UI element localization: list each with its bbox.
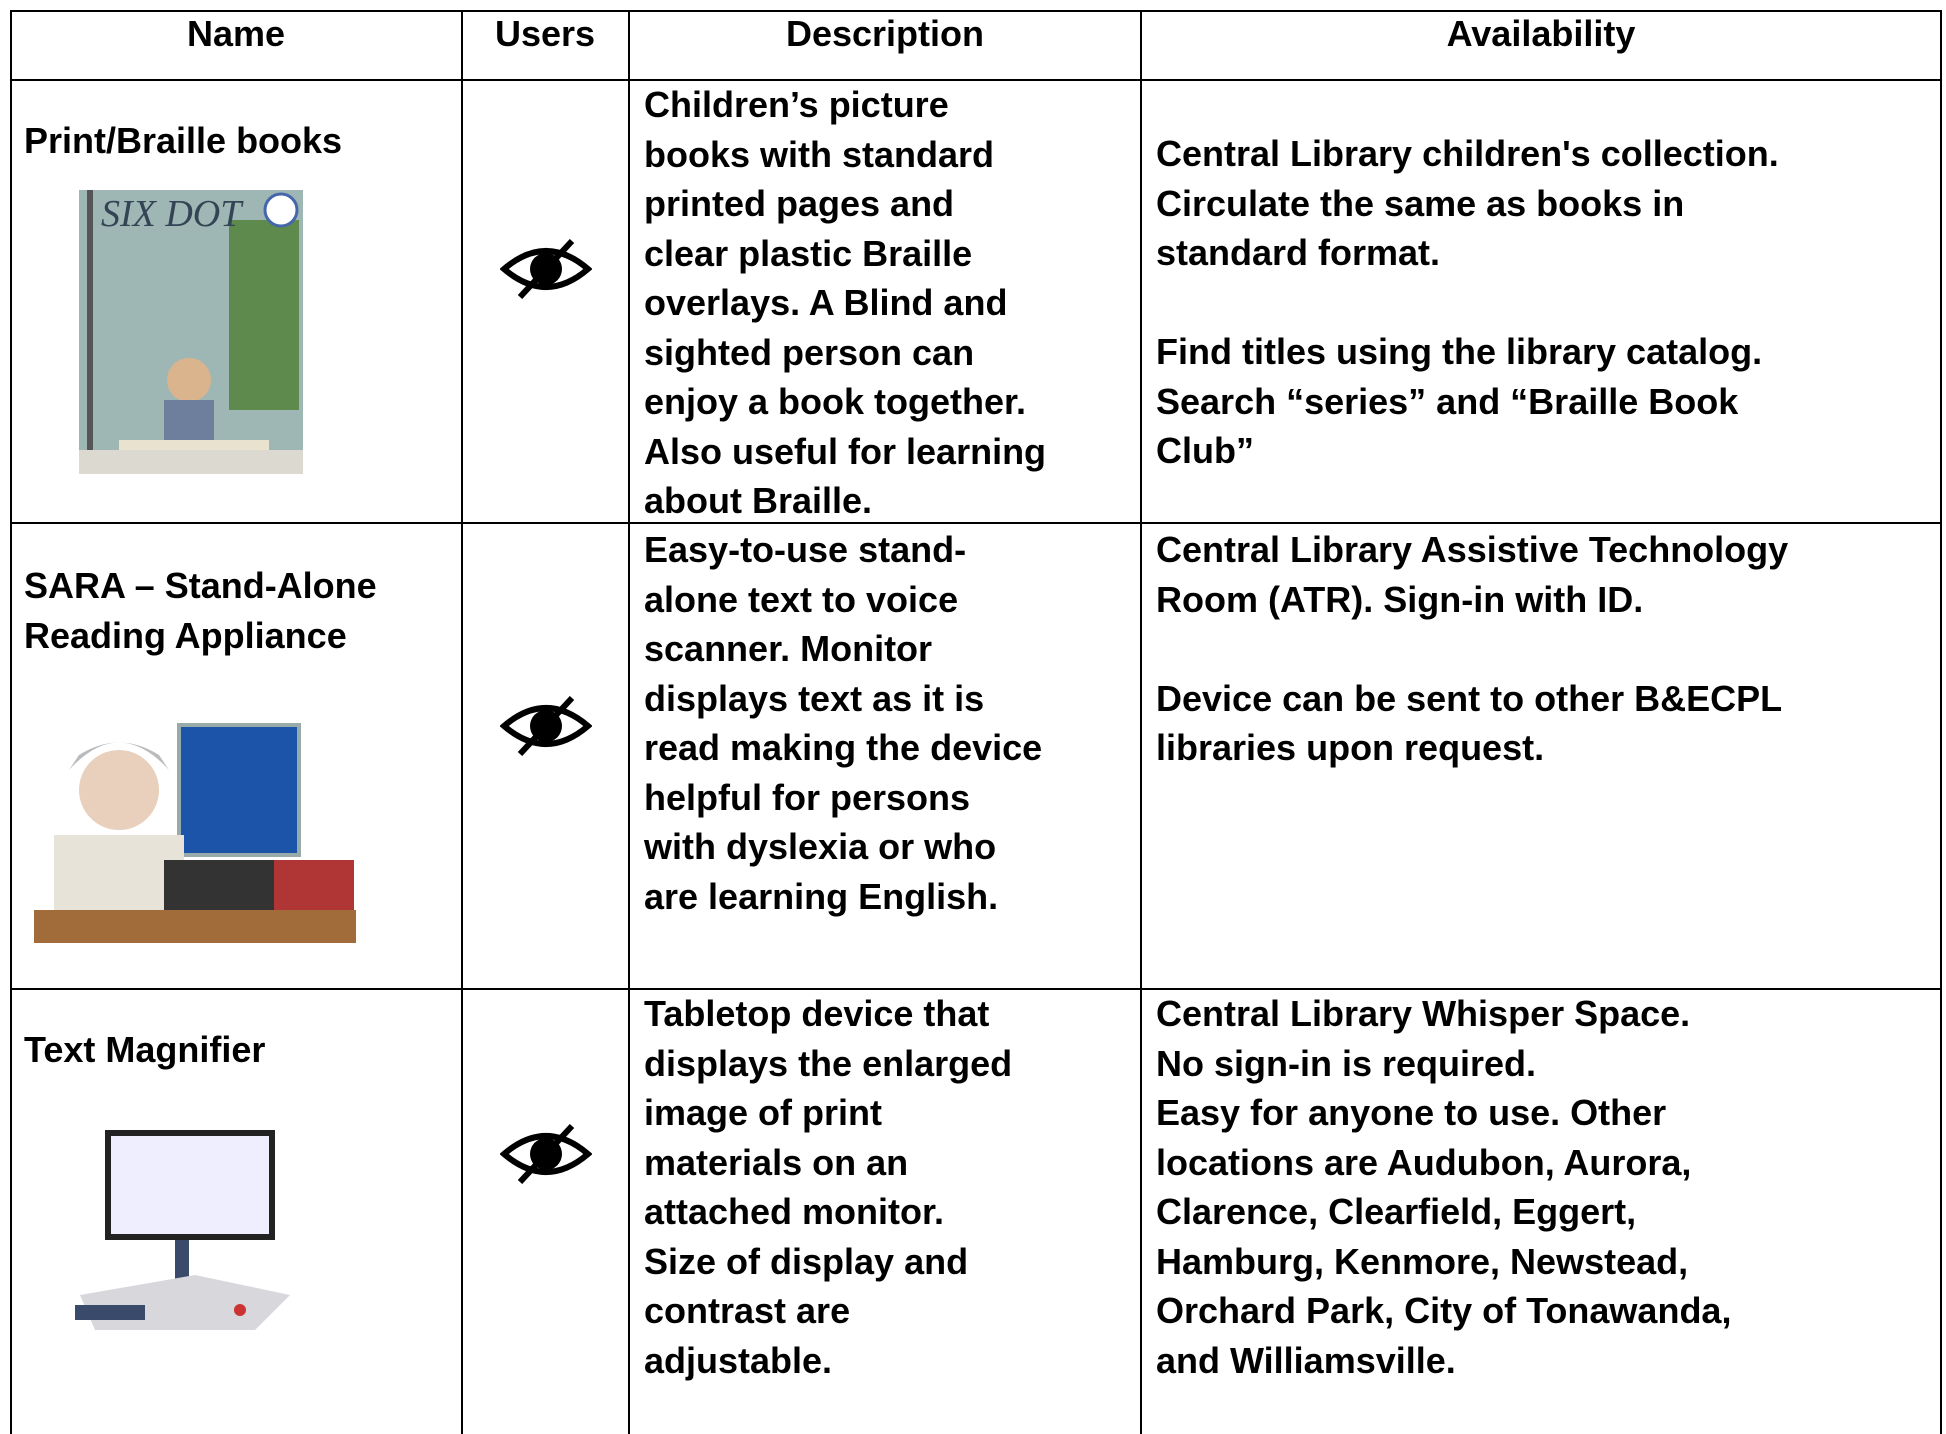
svg-text:SIX DOT: SIX DOT — [101, 193, 244, 235]
availability-line: locations are Audubon, Aurora, — [1156, 1141, 1692, 1183]
availability-line: Orchard Park, City of Tonawanda, — [1156, 1290, 1732, 1331]
border — [10, 988, 1942, 990]
description-line: sighted person can — [644, 331, 975, 373]
availability-line: and Williamsville. — [1156, 1339, 1456, 1381]
availability-line: Central Library Whisper Space. — [1156, 993, 1691, 1034]
column-header: Availability — [1446, 13, 1636, 54]
description-line: helpful for persons — [644, 776, 971, 818]
description-line: clear plastic Braille — [644, 232, 973, 274]
description-line: Also useful for learning — [644, 430, 1047, 472]
availability-line: Easy for anyone to use. Other — [1156, 1092, 1667, 1133]
name-line: Text Magnifier — [24, 1029, 266, 1070]
column-header: Name — [186, 13, 286, 54]
border — [461, 10, 463, 1434]
description-line: are learning English. — [644, 875, 999, 917]
description-line: with dyslexia or who — [644, 826, 997, 867]
availability-line: Search “series” and “Braille Book — [1156, 380, 1739, 422]
name-line: Reading Appliance — [24, 614, 347, 656]
description-line: displays the enlarged — [644, 1042, 1013, 1084]
description-line: enjoy a book together. — [644, 381, 1027, 422]
border — [10, 522, 1942, 524]
availability-line: Circulate the same as books in — [1156, 182, 1685, 224]
border — [10, 10, 1942, 12]
availability-line: Room (ATR). Sign-in with ID. — [1156, 578, 1644, 620]
name-line: SARA – Stand-Alone — [24, 565, 377, 606]
description-line: printed pages and — [644, 183, 955, 224]
availability-line: No sign-in is required. — [1156, 1042, 1537, 1084]
description-line: contrast are — [644, 1290, 851, 1331]
border — [628, 10, 630, 1434]
eye-icon — [500, 239, 592, 299]
description-line: attached monitor. — [644, 1191, 945, 1232]
description-line: displays text as it is — [644, 677, 985, 719]
name-line: Print/Braille books — [24, 120, 343, 161]
border — [10, 79, 1942, 81]
availability-line: Hamburg, Kenmore, Newstead, — [1156, 1240, 1689, 1282]
description-line: Tabletop device that — [644, 993, 990, 1034]
column-header: Description — [785, 13, 985, 54]
column-header: Users — [494, 13, 596, 54]
description-line: Children’s picture — [644, 84, 949, 125]
border — [1940, 10, 1942, 1434]
description-line: alone text to voice — [644, 578, 959, 620]
description-line: Easy-to-use stand- — [644, 529, 967, 570]
description-line: adjustable. — [644, 1339, 833, 1381]
description-line: about Braille. — [644, 480, 873, 521]
availability-line: Central Library Assistive Technology — [1156, 529, 1789, 570]
description-line: overlays. A Blind and — [644, 282, 1008, 323]
description-line: read making the device — [644, 727, 1043, 768]
book-image: SIX DOT — [79, 190, 303, 474]
availability-line: Find titles using the library catalog. — [1156, 331, 1763, 372]
description-line: Size of display and — [644, 1240, 969, 1282]
availability-line: libraries upon request. — [1156, 727, 1545, 768]
availability-line: Club” — [1156, 430, 1254, 471]
sara-image — [34, 710, 356, 943]
border — [10, 10, 12, 1434]
description-line: image of print — [644, 1092, 883, 1133]
availability-line: standard format. — [1156, 232, 1441, 273]
border — [1140, 10, 1142, 1434]
description-line: materials on an — [644, 1141, 909, 1183]
availability-line: Clarence, Clearfield, Eggert, — [1156, 1191, 1637, 1232]
magnifier-image — [75, 1130, 290, 1330]
description-line: scanner. Monitor — [644, 628, 933, 669]
availability-line: Device can be sent to other B&ECPL — [1156, 677, 1783, 719]
eye-icon — [500, 696, 592, 756]
eye-icon — [500, 1124, 592, 1184]
description-line: books with standard — [644, 133, 995, 175]
availability-line: Central Library children's collection. — [1156, 133, 1779, 174]
